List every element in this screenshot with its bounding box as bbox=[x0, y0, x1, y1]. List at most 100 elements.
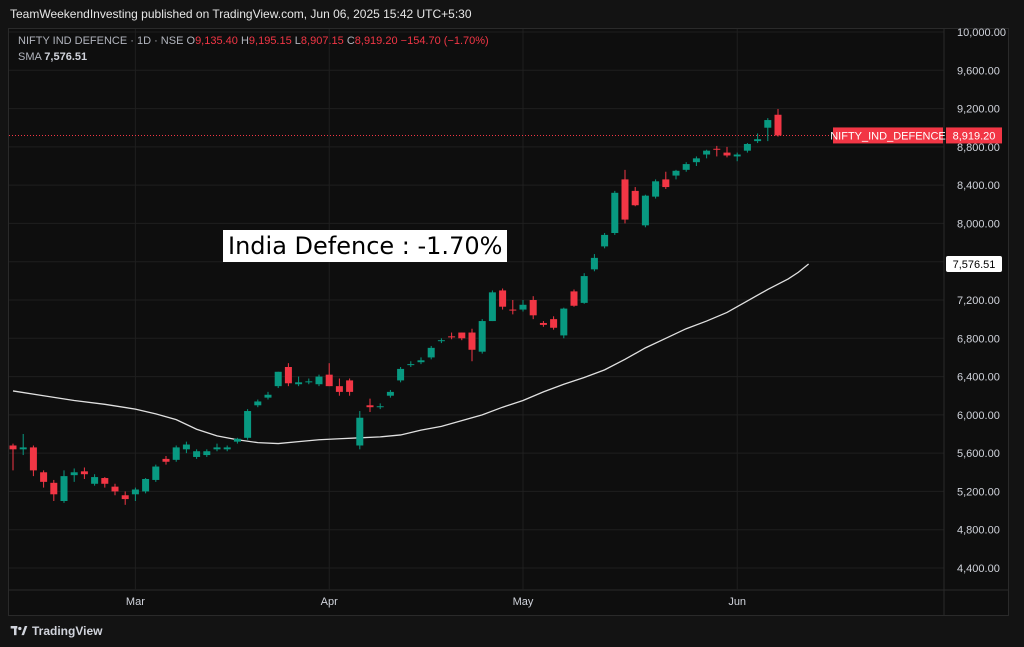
candle-body[interactable] bbox=[213, 447, 221, 450]
candle-body[interactable] bbox=[142, 478, 150, 492]
candle-body[interactable] bbox=[203, 451, 211, 456]
candle-body[interactable] bbox=[284, 367, 292, 384]
candle-body[interactable] bbox=[539, 322, 547, 325]
candle-body[interactable] bbox=[682, 164, 690, 170]
candle-body[interactable] bbox=[437, 340, 445, 342]
candle-body[interactable] bbox=[662, 179, 670, 188]
candle-body[interactable] bbox=[417, 360, 425, 363]
candle-body[interactable] bbox=[50, 482, 58, 495]
candle-body[interactable] bbox=[264, 394, 272, 398]
candle-body[interactable] bbox=[407, 364, 415, 366]
published-caption: TeamWeekendInvesting published on Tradin… bbox=[10, 7, 472, 21]
candle-body[interactable] bbox=[29, 447, 37, 471]
candle-body[interactable] bbox=[519, 304, 527, 310]
candle-body[interactable] bbox=[60, 476, 68, 501]
candle-body[interactable] bbox=[529, 300, 537, 316]
low-label: L bbox=[294, 35, 301, 47]
candle-body[interactable] bbox=[641, 195, 649, 226]
candle-body[interactable] bbox=[254, 401, 262, 406]
y-tick-label: 10,000.00 bbox=[957, 27, 1006, 39]
y-tick-label: 6,000.00 bbox=[957, 410, 1000, 422]
symbol-title[interactable]: NIFTY IND DEFENCE · 1D · NSE bbox=[18, 35, 184, 47]
candle-body[interactable] bbox=[223, 447, 231, 450]
candle-body[interactable] bbox=[19, 447, 27, 450]
candle-body[interactable] bbox=[590, 257, 598, 270]
candle-body[interactable] bbox=[376, 406, 384, 408]
candle-body[interactable] bbox=[580, 276, 588, 303]
candle-body[interactable] bbox=[468, 332, 476, 350]
y-tick-label: 9,600.00 bbox=[957, 65, 1000, 77]
candle-body[interactable] bbox=[754, 139, 762, 142]
candle-body[interactable] bbox=[743, 143, 751, 151]
sma-price-tag-text: 7,576.51 bbox=[953, 259, 996, 271]
candle-body[interactable] bbox=[172, 447, 180, 460]
candle-body[interactable] bbox=[295, 382, 303, 385]
candle-body[interactable] bbox=[80, 471, 88, 475]
candle-body[interactable] bbox=[764, 120, 772, 128]
candle-body[interactable] bbox=[703, 150, 711, 155]
candle-body[interactable] bbox=[550, 319, 558, 328]
candle-body[interactable] bbox=[488, 292, 496, 322]
high-label: H bbox=[240, 35, 249, 47]
candle-body[interactable] bbox=[315, 376, 323, 385]
sma-label[interactable]: SMA bbox=[18, 51, 42, 63]
candle-body[interactable] bbox=[162, 458, 170, 462]
last-price-tag bbox=[946, 127, 1002, 144]
candle-body[interactable] bbox=[346, 380, 354, 392]
performance-annotation[interactable]: India Defence : -1.70% bbox=[223, 230, 508, 262]
candle-body[interactable] bbox=[427, 347, 435, 358]
candle-body[interactable] bbox=[335, 386, 343, 392]
candle-body[interactable] bbox=[774, 114, 782, 136]
candle-body[interactable] bbox=[9, 445, 17, 450]
candle-body[interactable] bbox=[70, 472, 78, 476]
candle-body[interactable] bbox=[692, 158, 700, 163]
candle-body[interactable] bbox=[131, 489, 139, 495]
candle-body[interactable] bbox=[723, 152, 731, 156]
candle-body[interactable] bbox=[40, 472, 48, 482]
candle-body[interactable] bbox=[601, 234, 609, 247]
candle-body[interactable] bbox=[325, 374, 333, 387]
low-value: 8,907.15 bbox=[300, 35, 344, 47]
y-tick-label: 5,200.00 bbox=[957, 486, 1000, 498]
sma-value: 7,576.51 bbox=[44, 51, 88, 63]
candle-body[interactable] bbox=[386, 391, 394, 396]
candle-body[interactable] bbox=[478, 321, 486, 352]
candle-body[interactable] bbox=[458, 332, 466, 339]
candle-body[interactable] bbox=[356, 417, 364, 446]
candle-body[interactable] bbox=[560, 308, 568, 336]
candle-body[interactable] bbox=[621, 179, 629, 220]
candle-body[interactable] bbox=[397, 368, 405, 381]
candle-body[interactable] bbox=[274, 371, 282, 387]
candle-body[interactable] bbox=[570, 291, 578, 306]
candle-body[interactable] bbox=[121, 495, 129, 500]
candle-body[interactable] bbox=[91, 477, 99, 484]
candle-body[interactable] bbox=[499, 290, 507, 307]
candle-body[interactable] bbox=[713, 148, 721, 150]
candle-body[interactable] bbox=[509, 309, 517, 311]
candle-body[interactable] bbox=[111, 486, 119, 492]
candle-body[interactable] bbox=[631, 190, 639, 206]
x-tick-label: Mar bbox=[126, 596, 145, 608]
candle-body[interactable] bbox=[244, 411, 252, 438]
candle-body[interactable] bbox=[366, 405, 374, 408]
candle-body[interactable] bbox=[233, 438, 241, 442]
last-price-tag-text: 8,919.20 bbox=[953, 130, 996, 142]
chart-frame[interactable] bbox=[8, 28, 1009, 616]
tradingview-footer[interactable]: TradingView bbox=[10, 624, 102, 638]
candle-body[interactable] bbox=[182, 444, 190, 450]
candle-body[interactable] bbox=[672, 170, 680, 176]
candle-body[interactable] bbox=[611, 192, 619, 233]
candle-body[interactable] bbox=[101, 478, 109, 484]
candle-body[interactable] bbox=[152, 466, 160, 480]
candle-body[interactable] bbox=[652, 181, 660, 197]
y-tick-label: 5,600.00 bbox=[957, 448, 1000, 460]
symbol-name-tag-text: NIFTY_IND_DEFENCE bbox=[830, 130, 946, 142]
candle-body[interactable] bbox=[305, 381, 313, 383]
symbol-name-tag bbox=[833, 127, 943, 144]
high-value: 9,195.15 bbox=[248, 35, 292, 47]
candle-body[interactable] bbox=[448, 336, 456, 338]
sma-line[interactable] bbox=[12, 263, 810, 445]
candle-body[interactable] bbox=[733, 154, 741, 157]
candle-body[interactable] bbox=[193, 451, 201, 457]
